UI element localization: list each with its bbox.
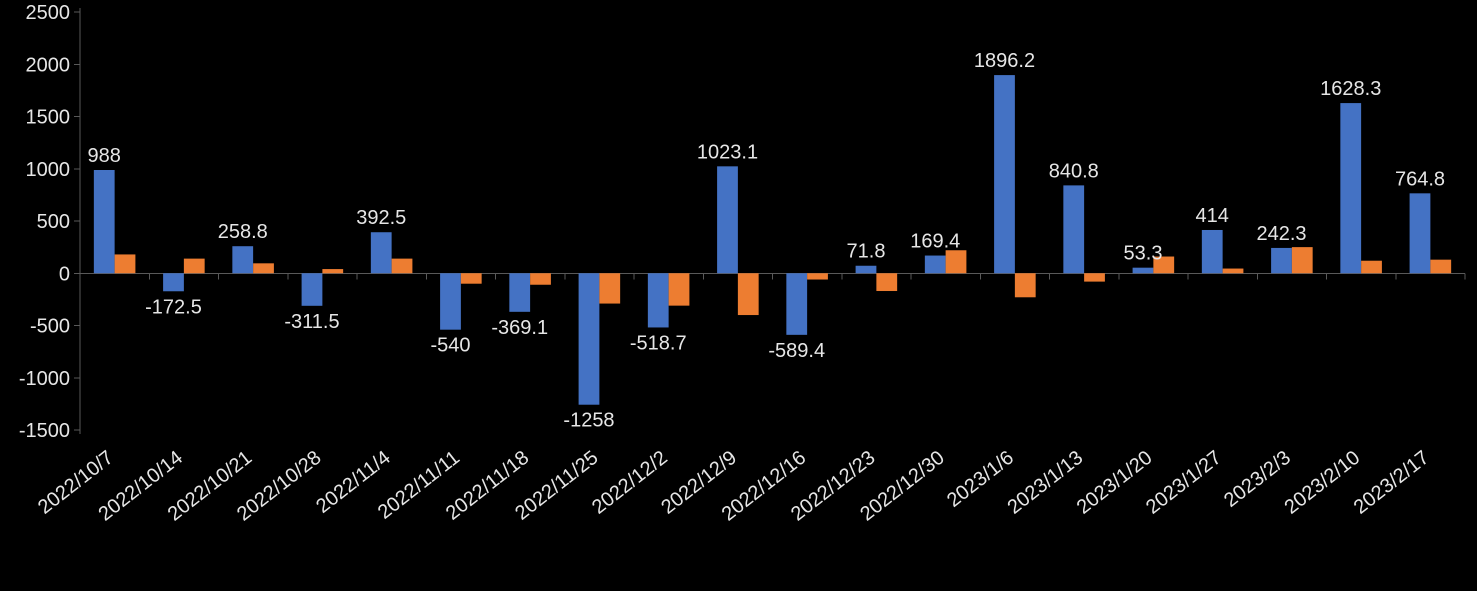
data-label: 392.5 bbox=[356, 207, 406, 229]
y-tick-label: 0 bbox=[59, 263, 70, 285]
x-tick-label-group: 2023/2/17 bbox=[1350, 447, 1434, 519]
data-label: 169.4 bbox=[910, 231, 960, 253]
bar-series1 bbox=[440, 273, 461, 329]
data-label: -518.7 bbox=[630, 332, 687, 354]
x-tick-label: 2023/1/20 bbox=[1073, 447, 1157, 519]
data-label: -540 bbox=[430, 335, 470, 357]
data-label: -311.5 bbox=[284, 311, 339, 333]
bar-series2 bbox=[115, 254, 136, 273]
bar-series2 bbox=[1361, 261, 1382, 274]
data-label: 1023.1 bbox=[697, 141, 758, 163]
bar-series2 bbox=[738, 273, 759, 315]
bar-series2 bbox=[946, 250, 967, 273]
y-tick-label: 500 bbox=[37, 211, 70, 233]
data-label: 1896.2 bbox=[974, 50, 1035, 72]
bar-series1 bbox=[648, 273, 669, 327]
y-tick-label: 1500 bbox=[26, 107, 71, 129]
y-tick-label: 2500 bbox=[26, 2, 71, 24]
y-tick-label: -1000 bbox=[19, 368, 70, 390]
x-tick-label: 2022/12/2 bbox=[588, 447, 672, 519]
bar-series1 bbox=[371, 232, 392, 273]
bar-series2 bbox=[184, 259, 205, 274]
chart-svg: -1500 -1000 -500 0 500 1000 1500 2000 2500 2022/1… bbox=[0, 0, 1477, 591]
x-tick-label-group: 2022/12/2 bbox=[588, 447, 672, 519]
data-label: -589.4 bbox=[768, 340, 825, 362]
y-tick-label: 2000 bbox=[26, 54, 71, 76]
bar-series2 bbox=[1015, 273, 1036, 297]
bar-chart: -1500 -1000 -500 0 500 1000 1500 2000 2500 2022/1… bbox=[0, 0, 1477, 591]
data-label: -1258 bbox=[563, 410, 614, 432]
bar-series1 bbox=[1063, 185, 1084, 273]
bar-series1 bbox=[94, 170, 115, 273]
bar-series1 bbox=[163, 273, 184, 291]
bar-series1 bbox=[717, 166, 738, 273]
x-tick-label: 2023/1/13 bbox=[1004, 447, 1088, 519]
x-tick-label-group: 2023/1/20 bbox=[1073, 447, 1157, 519]
bar-series1 bbox=[925, 256, 946, 274]
bar-series1 bbox=[1410, 193, 1431, 273]
bar-series2 bbox=[392, 259, 413, 274]
bar-series1 bbox=[232, 246, 253, 273]
bar-series1 bbox=[1133, 268, 1154, 274]
bar-series2 bbox=[461, 273, 482, 283]
bar-series1 bbox=[302, 273, 323, 306]
bar-series2 bbox=[807, 273, 828, 279]
x-tick-label: 2023/2/10 bbox=[1281, 447, 1365, 519]
data-label: 242.3 bbox=[1256, 223, 1306, 245]
data-label: 71.8 bbox=[847, 241, 886, 263]
bar-series1 bbox=[1340, 103, 1361, 273]
y-tick-label: -500 bbox=[30, 316, 70, 338]
bar-series1 bbox=[1271, 248, 1292, 273]
data-label: 414 bbox=[1196, 205, 1229, 227]
x-tick-label-group: 2023/1/13 bbox=[1004, 447, 1088, 519]
bar-series2 bbox=[599, 273, 620, 303]
bar-series2 bbox=[253, 263, 274, 273]
data-label: 1628.3 bbox=[1320, 78, 1381, 100]
bar-series1 bbox=[1202, 230, 1223, 273]
x-tick-label: 2023/2/17 bbox=[1350, 447, 1434, 519]
bar-series1 bbox=[579, 273, 600, 404]
data-label: -369.1 bbox=[491, 317, 548, 339]
bar-series2 bbox=[530, 273, 551, 284]
y-tick-label: 1000 bbox=[26, 159, 71, 181]
x-tick-label-group: 2023/2/10 bbox=[1281, 447, 1365, 519]
bar-series1 bbox=[786, 273, 807, 335]
bar-series2 bbox=[1430, 260, 1451, 274]
bar-series2 bbox=[1084, 273, 1105, 281]
data-label: -172.5 bbox=[145, 296, 202, 318]
bar-series1 bbox=[509, 273, 530, 312]
bar-series2 bbox=[1223, 269, 1244, 274]
data-label: 258.8 bbox=[218, 221, 268, 243]
bar-series2 bbox=[322, 269, 343, 273]
bar-series1 bbox=[994, 75, 1015, 273]
data-label: 53.3 bbox=[1124, 243, 1163, 265]
bar-series2 bbox=[669, 273, 690, 305]
y-tick-label: -1500 bbox=[19, 420, 70, 442]
x-tick-label: 2023/1/27 bbox=[1142, 447, 1226, 519]
x-tick-label-group: 2023/1/27 bbox=[1142, 447, 1226, 519]
data-label: 764.8 bbox=[1395, 168, 1445, 190]
bar-series2 bbox=[876, 273, 897, 291]
data-label: 988 bbox=[88, 145, 121, 167]
data-label: 840.8 bbox=[1049, 160, 1099, 182]
bar-series2 bbox=[1292, 247, 1313, 273]
bar-series1 bbox=[856, 266, 877, 274]
